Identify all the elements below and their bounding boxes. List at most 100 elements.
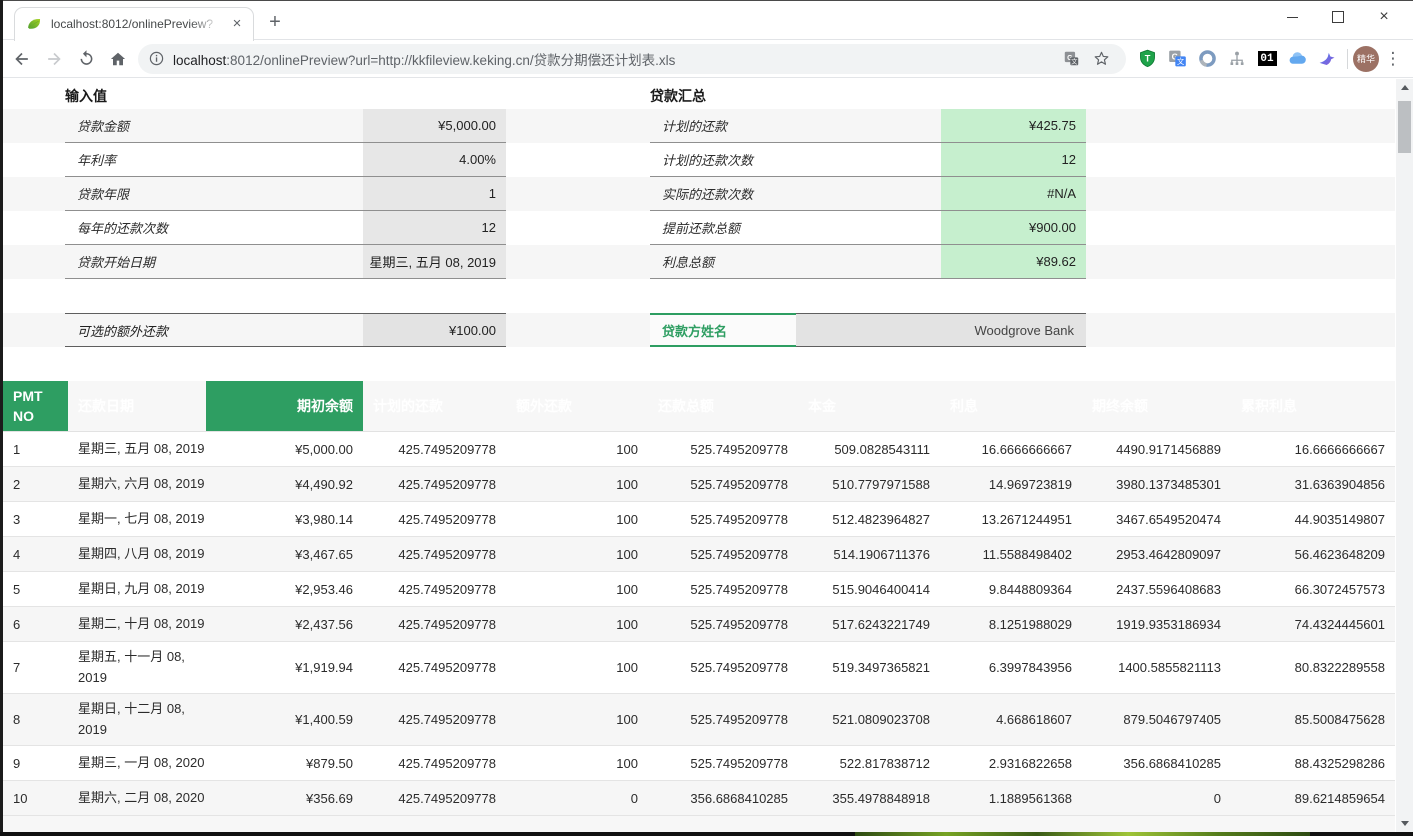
amortization-cell: 星期六, 六月 08, 2019 [78,475,205,491]
scrollbar-thumb[interactable] [1398,101,1411,153]
amortization-row: 9 星期三, 一月 08, 2020 ¥879.50 425.7495209778 10… [3,746,1395,781]
amortization-header: 期终余额 [1092,397,1148,414]
extension-shield-button[interactable]: T [1132,44,1162,74]
amortization-cell: 74.4324445601 [1294,616,1385,632]
profile-avatar[interactable]: 精华 [1353,45,1379,72]
amortization-cell: 512.4823964827 [832,511,930,527]
home-button[interactable] [102,43,134,75]
tab-title: localhost:8012/onlinePreview? [51,17,214,31]
amortization-cell: 星期日, 十二月 08, 2019 [78,701,185,737]
amortization-cell: 425.7495209778 [398,712,496,727]
amortization-header: 计划的还款 [373,397,443,414]
amortization-cell: 355.4978848918 [832,790,930,806]
amortization-cell: 星期四, 八月 08, 2019 [78,545,205,561]
extension-ring-button[interactable] [1192,44,1222,74]
tab-strip: localhost:8012/onlinePreview? × + × [0,0,1413,41]
bookmark-button[interactable] [1086,44,1116,74]
scroll-up-button[interactable] [1396,79,1413,96]
page-translate-button[interactable]: G 文 [1056,44,1086,74]
svg-text:T: T [1144,54,1150,64]
amortization-cell: 0 [1213,790,1221,806]
summary-value: ¥425.75 [941,109,1086,143]
extension-bird-button[interactable] [1312,44,1342,74]
input-value: 1 [363,177,506,211]
amortization-row: 8 星期日, 十二月 08, 2019 ¥1,400.59 425.749520977… [3,694,1395,746]
kkfileview-leaf-icon [28,18,41,29]
trailing-row [3,816,1395,832]
amortization-cell: 100 [616,712,638,727]
maximize-button[interactable] [1315,0,1361,34]
amortization-cell: 425.7495209778 [398,581,496,597]
browser-menu-button[interactable]: ⋮ [1384,48,1402,68]
amortization-cell: ¥5,000.00 [295,441,353,457]
summary-label: 利息总额 [650,245,941,279]
scroll-down-button[interactable] [1396,815,1413,832]
vertical-scrollbar[interactable] [1396,79,1413,832]
amortization-cell: 88.4325298286 [1294,755,1385,771]
amortization-cell: 16.6666666667 [981,441,1072,457]
summary-label: 计划的还款次数 [650,143,941,177]
amortization-body: 1 星期三, 五月 08, 2019 ¥5,000.00 425.7495209778… [3,432,1395,816]
url-host: localhost [173,52,227,68]
amortization-header: 还款总额 [658,397,714,414]
extension-01-button[interactable]: 01 [1252,44,1282,74]
maximize-icon [1332,11,1344,23]
amortization-row: 4 星期四, 八月 08, 2019 ¥3,467.65 425.7495209778… [3,537,1395,572]
spreadsheet: 输入值 贷款汇总 贷款金额 ¥5,000.00 计划的还款 ¥425.75 年利率 4.0… [3,79,1395,832]
amortization-cell: 31.6363904856 [1294,476,1385,492]
amortization-header-row: PMT NO 还款日期 期初余额 计划的还款 额外还款 还款总额 本金 利息 期终余额 累积利息 [3,381,1395,432]
amortization-cell: ¥879.50 [306,755,353,771]
amortization-cell: 1.1889561368 [988,790,1072,806]
amortization-cell: 525.7495209778 [690,581,788,597]
amortization-cell: 517.6243221749 [832,616,930,632]
address-bar[interactable]: localhost:8012/onlinePreview?url=http://… [138,43,1126,74]
amortization-cell: 9.8448809364 [988,581,1072,597]
amortization-cell: 0 [630,790,638,806]
forward-icon [48,52,61,65]
lender-name-label: 贷款方姓名 [650,313,796,347]
amortization-cell: 525.7495209778 [690,441,788,457]
amortization-cell: 525.7495209778 [690,712,788,727]
input-summary-row: 每年的还款次数 12 提前还款总额 ¥900.00 [3,211,1395,245]
amortization-cell: 3467.6549520474 [1116,511,1221,527]
io-rows: 贷款金额 ¥5,000.00 计划的还款 ¥425.75 年利率 4.00% 计划的还款次数… [3,109,1395,279]
page-info-icon[interactable] [148,50,165,67]
summary-value: #N/A [941,177,1086,211]
browser-toolbar: localhost:8012/onlinePreview?url=http://… [0,40,1413,78]
extension-translate-button[interactable]: G 文 [1162,44,1192,74]
scroll-up-icon [1400,85,1409,90]
amortization-cell: ¥1,919.94 [295,660,353,675]
spacer-row [3,279,1395,313]
extension-sitemap-button[interactable] [1222,44,1252,74]
amortization-cell: 16.6666666667 [1294,441,1385,457]
amortization-row: 6 星期二, 十月 08, 2019 ¥2,437.56 425.7495209778… [3,607,1395,642]
amortization-cell: 425.7495209778 [398,790,496,806]
browser-tab[interactable]: localhost:8012/onlinePreview? × [14,7,254,41]
home-icon [110,52,126,65]
amortization-cell: 100 [616,476,638,492]
window-frame-top [0,0,1413,1]
new-tab-button[interactable]: + [269,11,281,33]
summary-value: ¥89.62 [941,245,1086,279]
extension-cloud-button[interactable] [1282,44,1312,74]
minimize-button[interactable] [1269,0,1315,34]
amortization-cell: 6 [13,616,21,632]
svg-text:G: G [1067,54,1073,62]
amortization-cell: 425.7495209778 [398,616,496,632]
amortization-cell: 2437.5596408683 [1116,581,1221,597]
amortization-cell: 13.2671244951 [981,511,1072,527]
forward-button[interactable] [38,43,70,75]
summary-label: 实际的还款次数 [650,177,941,211]
amortization-cell: 8 [13,712,21,727]
extra-payment-value: ¥100.00 [363,313,506,347]
amortization-cell: 4490.9171456889 [1116,441,1221,457]
amortization-cell: 100 [616,755,638,771]
tab-close-icon[interactable]: × [232,15,242,32]
summary-value: 12 [941,143,1086,177]
close-button[interactable]: × [1361,0,1407,34]
reload-button[interactable] [70,43,102,75]
back-button[interactable] [6,43,38,75]
amortization-cell: 星期三, 一月 08, 2020 [78,754,205,770]
input-label: 每年的还款次数 [65,211,363,245]
